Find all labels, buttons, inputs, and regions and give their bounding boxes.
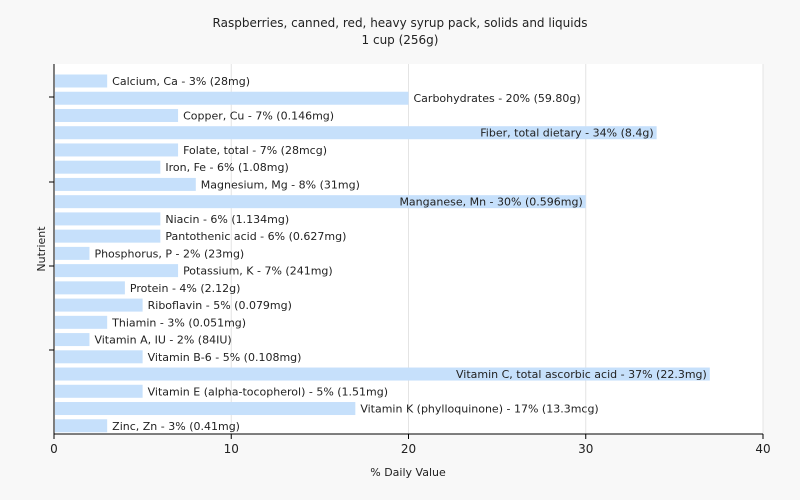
y-axis-label: Nutrient <box>35 226 48 272</box>
y-axis-ticks <box>49 96 54 351</box>
bar-label: Folate, total - 7% (28mcg) <box>183 144 327 157</box>
bar-label: Pantothenic acid - 6% (0.627mg) <box>165 230 346 243</box>
x-axis-ticks: 0 10 20 30 40 <box>50 434 771 456</box>
bar <box>55 246 90 260</box>
bar <box>55 315 108 329</box>
bar-label: Vitamin K (phylloquinone) - 17% (13.3mcg… <box>360 403 598 416</box>
bar-label: Iron, Fe - 6% (1.08mg) <box>165 161 288 174</box>
bars <box>55 74 710 433</box>
bar <box>55 143 179 157</box>
bar <box>55 367 710 381</box>
bar-label: Calcium, Ca - 3% (28mg) <box>112 75 250 88</box>
bar <box>55 333 90 347</box>
x-tick-label: 0 <box>50 442 58 456</box>
bar <box>55 160 161 174</box>
bar-label: Vitamin B-6 - 5% (0.108mg) <box>148 351 302 364</box>
x-tick-label: 30 <box>578 442 593 456</box>
bar-label: Vitamin A, IU - 2% (84IU) <box>94 334 231 347</box>
bar <box>55 298 143 312</box>
bar-label: Vitamin E (alpha-tocopherol) - 5% (1.51m… <box>148 385 388 398</box>
bar-label: Copper, Cu - 7% (0.146mg) <box>183 109 334 122</box>
bar-label: Phosphorus, P - 2% (23mg) <box>94 247 244 260</box>
bar <box>55 402 356 416</box>
bar <box>55 419 108 433</box>
bar <box>55 384 143 398</box>
bar <box>55 229 161 243</box>
bar <box>55 264 179 278</box>
x-tick-label: 20 <box>401 442 416 456</box>
bar <box>55 350 143 364</box>
bar-label: Zinc, Zn - 3% (0.41mg) <box>112 420 240 433</box>
bar-labels: Calcium, Ca - 3% (28mg) Carbohydrates - 2… <box>94 75 706 433</box>
bar <box>55 74 108 88</box>
bar <box>55 91 409 105</box>
chart-title: Raspberries, canned, red, heavy syrup pa… <box>213 16 588 30</box>
bar <box>55 212 161 226</box>
x-tick-label: 40 <box>755 442 770 456</box>
x-axis-label: % Daily Value <box>370 466 446 479</box>
bar-label: Carbohydrates - 20% (59.80g) <box>414 92 581 105</box>
bar <box>55 108 179 122</box>
bar <box>55 126 657 140</box>
x-tick-label: 10 <box>224 442 239 456</box>
bar-label: Potassium, K - 7% (241mg) <box>183 265 333 278</box>
bar <box>55 195 586 209</box>
bar-label: Protein - 4% (2.12g) <box>130 282 241 295</box>
bar <box>55 281 125 295</box>
bar <box>55 177 196 191</box>
bar-label: Fiber, total dietary - 34% (8.4g) <box>480 127 653 140</box>
bar-label: Niacin - 6% (1.134mg) <box>165 213 289 226</box>
bar-label: Thiamin - 3% (0.051mg) <box>111 316 246 329</box>
bar-label: Vitamin C, total ascorbic acid - 37% (22… <box>456 368 707 381</box>
bar-label: Manganese, Mn - 30% (0.596mg) <box>399 196 582 209</box>
bar-label: Magnesium, Mg - 8% (31mg) <box>201 178 360 191</box>
chart-subtitle: 1 cup (256g) <box>362 33 439 47</box>
bar-label: Riboflavin - 5% (0.079mg) <box>148 299 292 312</box>
